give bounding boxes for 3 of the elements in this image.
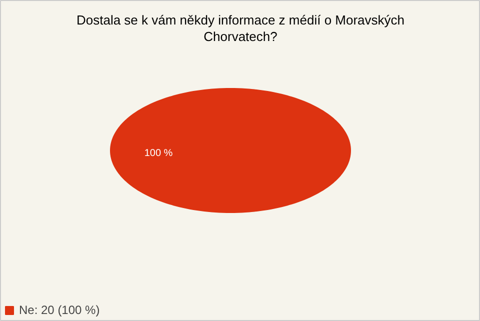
legend-label: Ne: 20 (100 %) [19,303,100,317]
chart-title: Dostala se k vám někdy informace z médií o Moravských Chorvatech? [76,12,405,44]
data-label: 100 % [144,148,173,159]
